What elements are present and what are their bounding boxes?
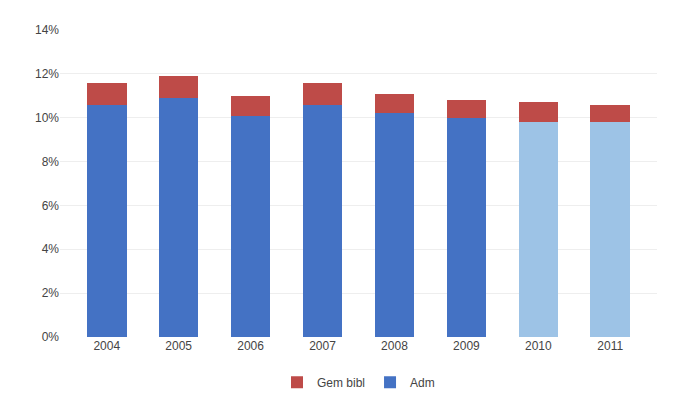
svg-text:2009: 2009 [453,339,480,353]
svg-text:2011: 2011 [597,339,623,353]
svg-text:12%: 12% [35,67,59,81]
svg-text:0%: 0% [42,330,60,344]
svg-text:4%: 4% [42,242,60,256]
svg-text:2005: 2005 [165,339,192,353]
svg-text:14%: 14% [35,23,59,37]
svg-text:Gem bibl: Gem bibl [317,376,365,390]
svg-text:2007: 2007 [309,339,336,353]
svg-text:2006: 2006 [237,339,264,353]
svg-text:Adm: Adm [410,376,435,390]
svg-text:2%: 2% [42,286,60,300]
svg-text:8%: 8% [42,155,60,169]
svg-text:10%: 10% [35,111,59,125]
svg-text:2008: 2008 [381,339,408,353]
svg-text:6%: 6% [42,199,60,213]
svg-text:2010: 2010 [525,339,552,353]
svg-text:2004: 2004 [93,339,120,353]
